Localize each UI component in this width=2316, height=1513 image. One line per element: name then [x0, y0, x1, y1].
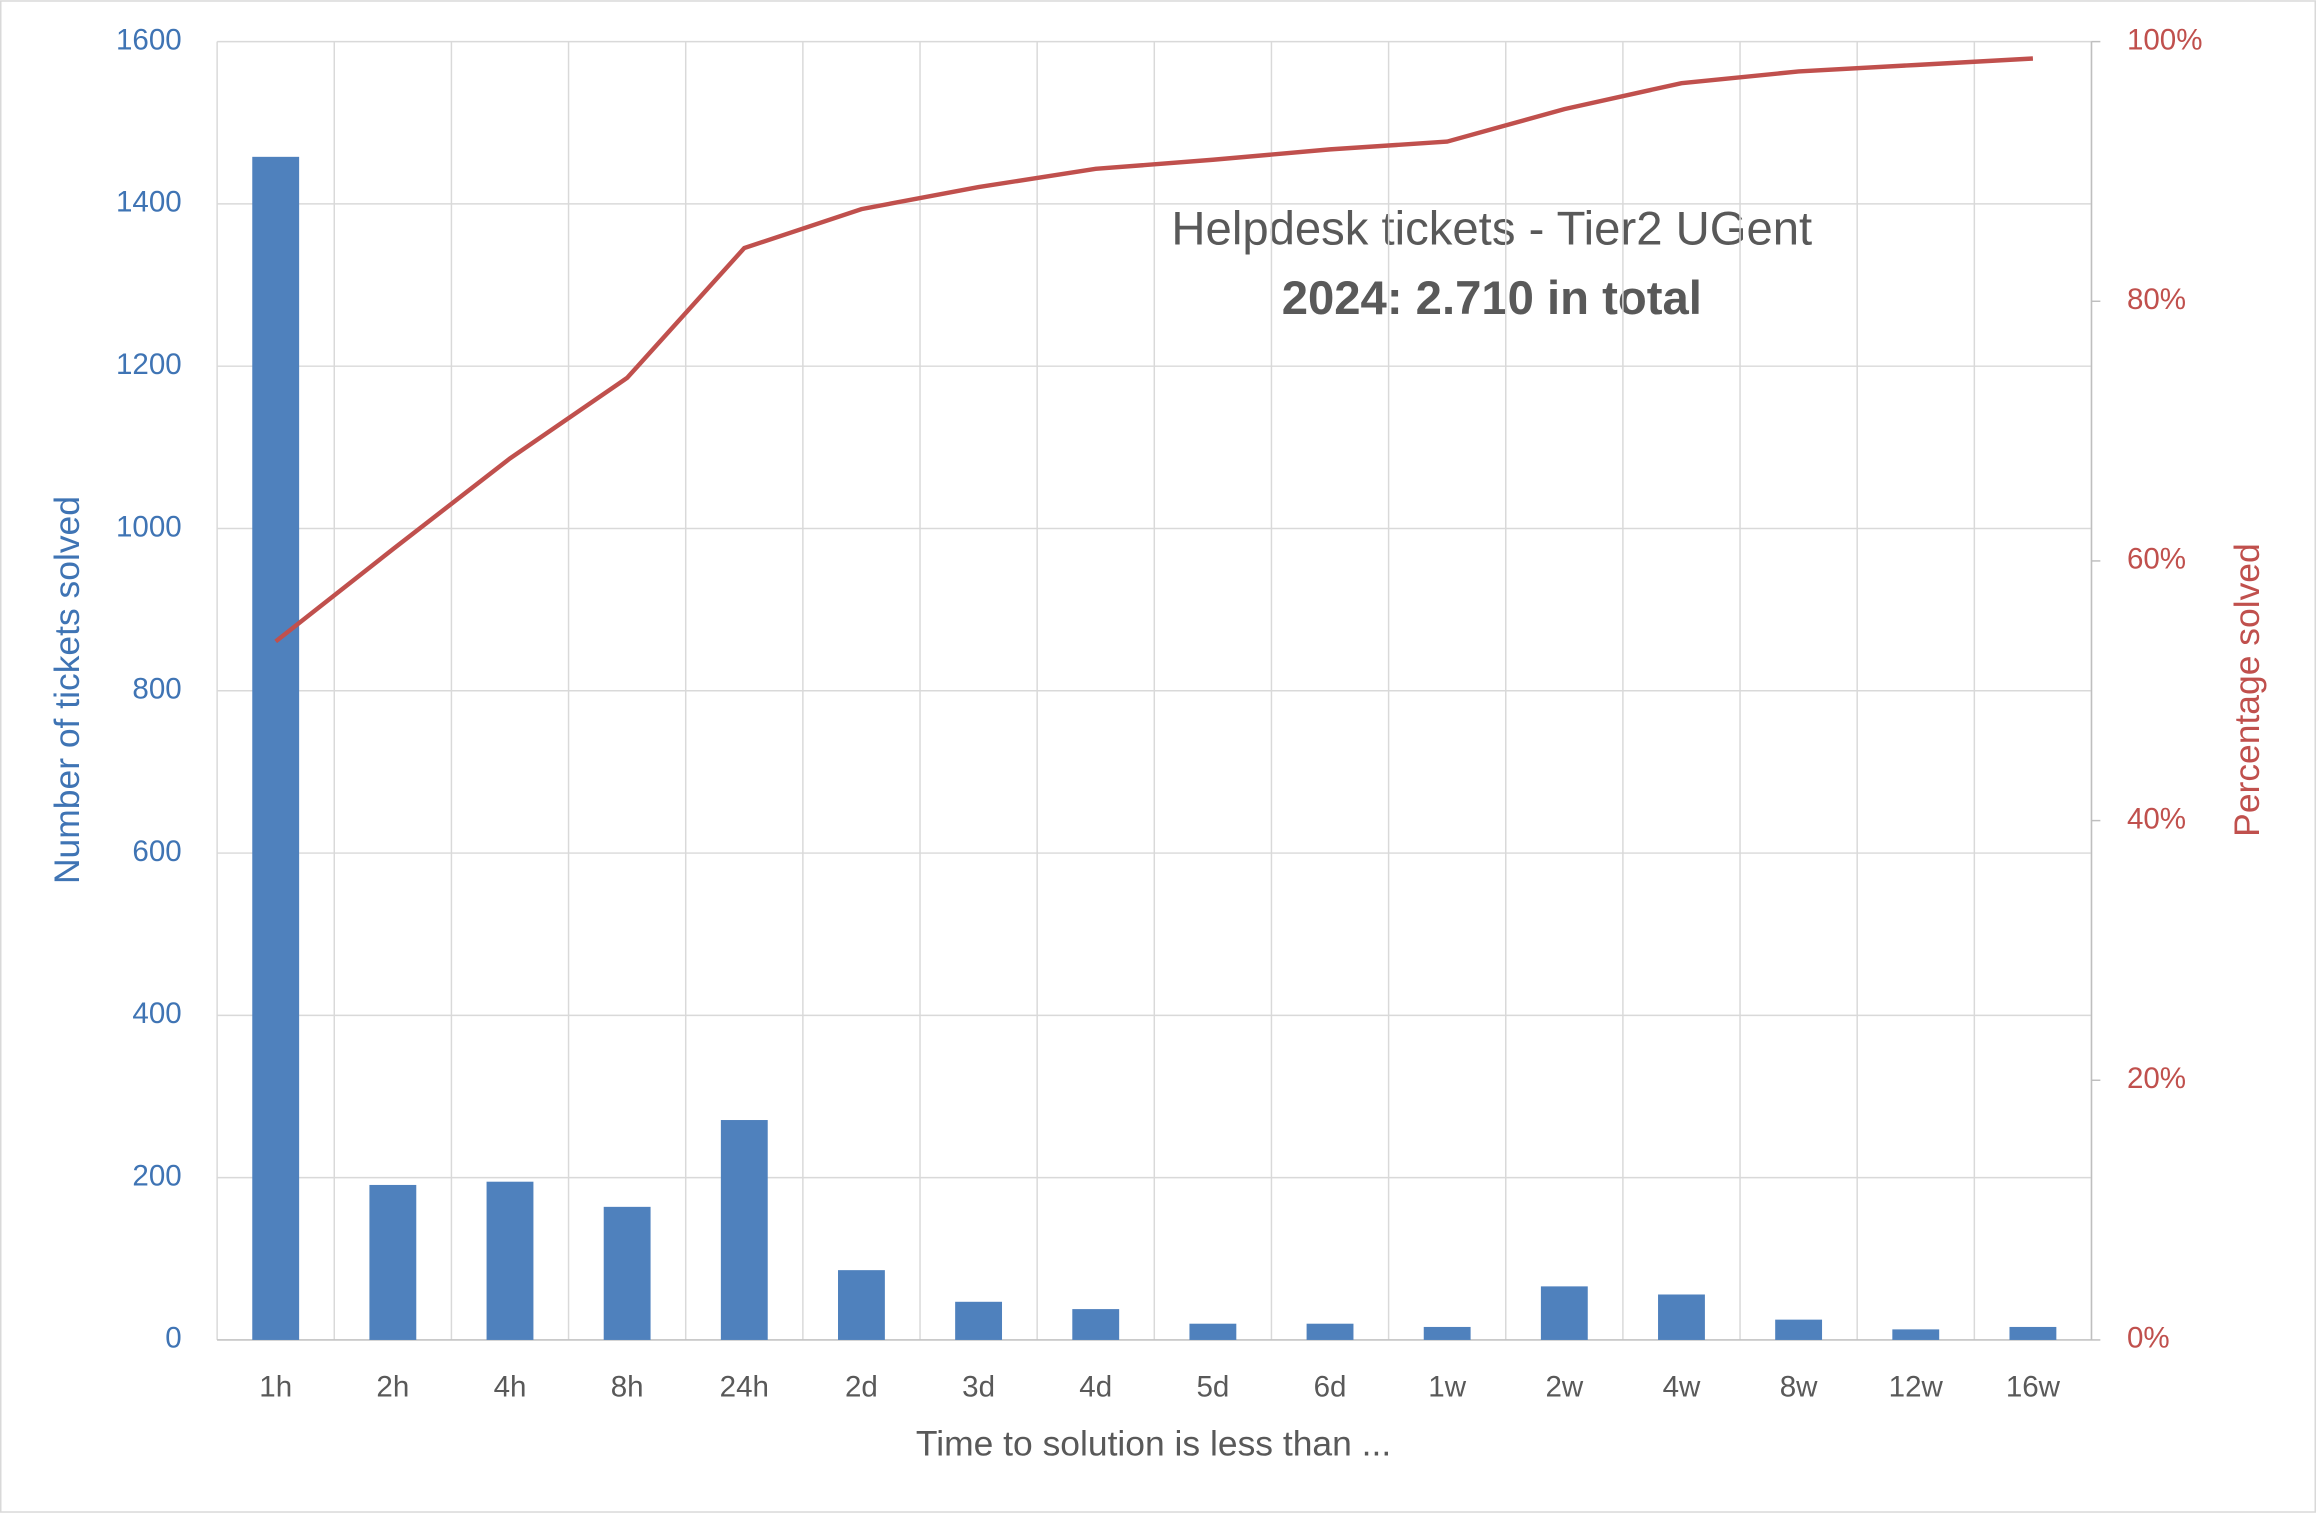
y-tick-label: 0	[165, 1322, 181, 1355]
bar	[603, 1206, 651, 1340]
x-tick-label: 2h	[376, 1370, 409, 1403]
bar	[838, 1270, 885, 1340]
chart-title: Helpdesk tickets - Tier2 UGent	[1171, 203, 1812, 256]
bar	[1658, 1294, 1705, 1340]
y-tick-label: 1400	[116, 186, 182, 219]
x-tick-label: 8w	[1780, 1370, 1818, 1403]
x-tick-label: 4w	[1663, 1370, 1701, 1403]
bar	[2009, 1326, 2057, 1340]
x-axis-label: Time to solution is less than ...	[916, 1424, 1391, 1464]
y2-tick-label: 100%	[2127, 23, 2203, 56]
y-tick-label: 800	[132, 673, 181, 706]
y-tick-label: 1000	[116, 510, 182, 543]
y-tick-label: 200	[132, 1159, 181, 1192]
x-tick-label: 6d	[1314, 1370, 1347, 1403]
y2-tick-label: 40%	[2127, 802, 2186, 835]
line	[274, 56, 2034, 644]
y-axis-label: Number of tickets solved	[47, 496, 87, 884]
x-tick-label: 1w	[1428, 1370, 1466, 1403]
bar	[1072, 1309, 1120, 1340]
x-tick-label: 8h	[611, 1370, 644, 1403]
x-tick-label: 2d	[845, 1370, 878, 1403]
y-tick-label: 400	[132, 997, 181, 1030]
y-tick-label: 1600	[116, 23, 182, 56]
bar	[1892, 1329, 1940, 1340]
chart-subtitle: 2024: 2.710 in total	[1282, 272, 1702, 325]
y2-tick-label: 80%	[2127, 283, 2186, 316]
bar	[955, 1301, 1003, 1340]
x-tick-label: 24h	[720, 1370, 769, 1403]
x-tick-label: 3d	[962, 1370, 995, 1403]
y-tick-label: 1200	[116, 348, 182, 381]
bar	[1540, 1286, 1588, 1340]
bar	[1775, 1319, 1823, 1340]
x-tick-label: 12w	[1889, 1370, 1944, 1403]
x-tick-label: 5d	[1196, 1370, 1229, 1403]
x-tick-label: 16w	[2006, 1370, 2061, 1403]
x-tick-label: 1h	[259, 1370, 292, 1403]
y2-tick-label: 60%	[2127, 543, 2186, 576]
y2-tick-label: 0%	[2127, 1322, 2170, 1355]
y-tick-label: 600	[132, 835, 181, 868]
bar	[252, 156, 300, 1340]
x-tick-label: 4d	[1079, 1370, 1112, 1403]
bar	[369, 1184, 417, 1340]
y2-tick-label: 20%	[2127, 1062, 2186, 1095]
x-tick-label: 4h	[494, 1370, 527, 1403]
bar	[1189, 1323, 1237, 1340]
bar	[1423, 1326, 1471, 1340]
y2-axis-label: Percentage solved	[2227, 543, 2267, 837]
x-tick-label: 2w	[1545, 1370, 1583, 1403]
bar	[720, 1120, 768, 1340]
bar	[486, 1181, 534, 1340]
bar	[1306, 1323, 1354, 1340]
